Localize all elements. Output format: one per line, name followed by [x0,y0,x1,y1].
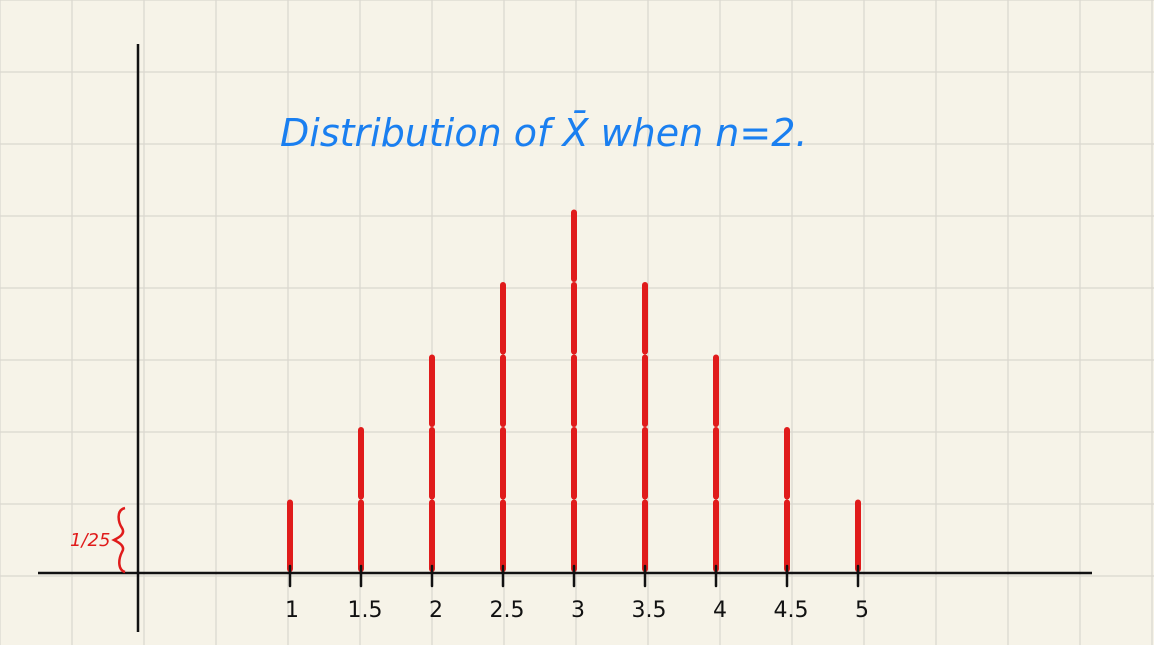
x-ticks: 1 1.5 2 2.5 3 3.5 4 4.5 5 [285,564,869,623]
x-tick-label: 1.5 [348,598,383,623]
x-tick-label: 2.5 [490,598,525,623]
chart-title: Distribution of X̄ when n=2. [280,111,807,155]
x-tick-label: 3.5 [632,598,667,623]
x-tick-label: 1 [285,598,299,623]
unit-brace-icon [111,506,126,574]
unit-marker: 1/25 [70,506,126,574]
x-tick-label: 4 [713,598,727,623]
x-tick-label: 5 [855,598,869,623]
x-tick-label: 3 [571,598,585,623]
x-tick-label: 4.5 [774,598,809,623]
unit-label: 1/25 [70,530,110,551]
x-tick-label: 2 [429,598,443,623]
bars [287,209,861,572]
